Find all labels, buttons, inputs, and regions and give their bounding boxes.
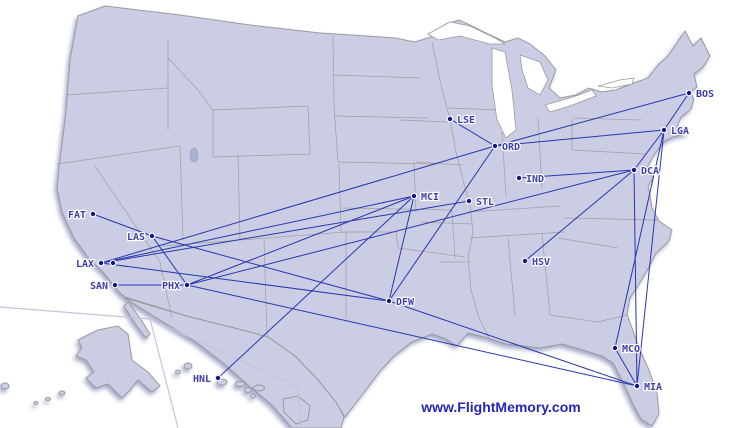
airport-label-dfw: DFW bbox=[396, 297, 415, 308]
state-borders bbox=[56, 35, 659, 341]
hawaii-island bbox=[175, 369, 181, 375]
route-line-hnl-mci bbox=[217, 195, 415, 379]
airport-label-bos: BOS bbox=[696, 89, 714, 100]
airport-label-lax: LAX bbox=[76, 259, 94, 270]
alaska-inset-border bbox=[149, 318, 179, 428]
airport-labels-layer: FAT LAS LAX SAN PHX HNL DFW MCI STL LSE ORD IND HSV M… bbox=[67, 88, 716, 395]
airport-dot-mia[interactable] bbox=[633, 382, 641, 390]
alaska-shape bbox=[75, 325, 161, 399]
airport-label-fat: FAT bbox=[68, 210, 86, 221]
hawaii-inset-border bbox=[0, 306, 302, 428]
airport-dot-bos[interactable] bbox=[685, 89, 693, 97]
airport-dot-lga[interactable] bbox=[660, 126, 668, 134]
route-line-lse-ord bbox=[449, 118, 496, 147]
hawaii-island-lanai bbox=[244, 387, 252, 393]
route-line-las-dfw bbox=[151, 235, 390, 302]
airport-dot-las[interactable] bbox=[148, 232, 156, 240]
airport-label-san: SAN bbox=[90, 281, 108, 292]
airport-dot-stl[interactable] bbox=[465, 197, 473, 205]
hawaii-island-maui bbox=[253, 384, 265, 392]
lake-superior bbox=[427, 21, 507, 45]
flight-routes-layer bbox=[92, 92, 690, 387]
great-salt-lake bbox=[189, 147, 199, 163]
route-line-bos-ord bbox=[494, 92, 690, 147]
lake-michigan bbox=[491, 47, 517, 139]
route-line-bos-lga bbox=[663, 92, 690, 131]
route-line-lga-mco bbox=[614, 129, 665, 349]
airport-dot-dca[interactable] bbox=[630, 166, 638, 174]
airport-label-ord: ORD bbox=[502, 142, 520, 153]
route-line-lga-mia bbox=[636, 129, 665, 387]
airport-label-hsv: HSV bbox=[532, 257, 550, 268]
route-line-lax-mci bbox=[100, 195, 415, 264]
route-line-ord-lga bbox=[494, 129, 665, 147]
route-line-dca-hsv bbox=[524, 169, 635, 262]
airport-dot-hnl[interactable] bbox=[214, 374, 222, 382]
airport-label-hnl: HNL bbox=[193, 374, 211, 385]
airport-dot-hsv[interactable] bbox=[521, 257, 529, 265]
airport-dots-layer bbox=[89, 89, 693, 390]
landmass-group bbox=[0, 5, 711, 428]
airport-label-mco: MCO bbox=[622, 344, 640, 355]
aleutian-island bbox=[33, 401, 39, 405]
airport-label-mia: MIA bbox=[644, 382, 662, 393]
route-line-dfw-mci bbox=[388, 195, 415, 302]
great-lakes bbox=[189, 21, 635, 163]
route-line-ind-dca bbox=[518, 169, 635, 179]
route-line-dfw-ord bbox=[388, 145, 496, 302]
route-line-fat-las bbox=[92, 213, 153, 237]
hawaii-island bbox=[250, 393, 256, 399]
lake-ontario bbox=[597, 77, 635, 89]
airport-dot-fat[interactable] bbox=[89, 210, 97, 218]
aleutian-island bbox=[58, 390, 66, 396]
airport-label-lse: LSE bbox=[457, 115, 475, 126]
lake-erie bbox=[544, 89, 597, 113]
hawaii-island-kauai bbox=[183, 362, 193, 370]
airport-dot-mco[interactable] bbox=[611, 344, 619, 352]
airport-dot-phx[interactable] bbox=[183, 281, 191, 289]
airport-dot-lax[interactable] bbox=[97, 259, 105, 267]
airport-dot-dfw[interactable] bbox=[385, 297, 393, 305]
hawaii-island bbox=[0, 382, 10, 390]
route-line-lax-stl bbox=[100, 200, 470, 264]
route-line-lax-ord bbox=[100, 145, 496, 264]
aleutian-island bbox=[45, 397, 51, 401]
hawaii-island-molokai bbox=[234, 381, 246, 387]
route-line-lax-dfw bbox=[100, 262, 390, 302]
route-line-las-phx bbox=[151, 235, 188, 286]
route-line-phx-mci bbox=[186, 195, 415, 286]
hawaii-island-bigisland bbox=[282, 395, 311, 425]
route-line-phx-mia bbox=[186, 284, 638, 387]
route-line-dca-lga bbox=[633, 129, 665, 171]
airport-label-dca: DCA bbox=[641, 166, 659, 177]
airport-label-phx: PHX bbox=[162, 281, 180, 292]
us-mainland-shape bbox=[56, 5, 711, 427]
airport-dot-lse[interactable] bbox=[446, 115, 454, 123]
lake-huron bbox=[519, 54, 549, 96]
airport-dot-mci[interactable] bbox=[410, 192, 418, 200]
airport-dot-san[interactable] bbox=[111, 281, 119, 289]
airport-label-las: LAS bbox=[127, 232, 145, 243]
route-line-dca-mia bbox=[633, 169, 638, 387]
route-line-dfw-mia bbox=[388, 300, 638, 387]
airport-label-ind: IND bbox=[526, 174, 544, 185]
route-line-mco-mia bbox=[614, 347, 638, 387]
route-line-phx-dca bbox=[186, 169, 635, 286]
airport-dot-ord[interactable] bbox=[491, 142, 499, 150]
airport-dot-ind[interactable] bbox=[515, 174, 523, 182]
airport-dot[interactable] bbox=[109, 259, 117, 267]
inset-boundaries bbox=[0, 306, 302, 428]
airport-label-stl: STL bbox=[476, 197, 494, 208]
website-link[interactable]: www.FlightMemory.com bbox=[420, 399, 580, 415]
airport-label-lga: LGA bbox=[671, 126, 689, 137]
airport-label-mci: MCI bbox=[421, 192, 439, 203]
